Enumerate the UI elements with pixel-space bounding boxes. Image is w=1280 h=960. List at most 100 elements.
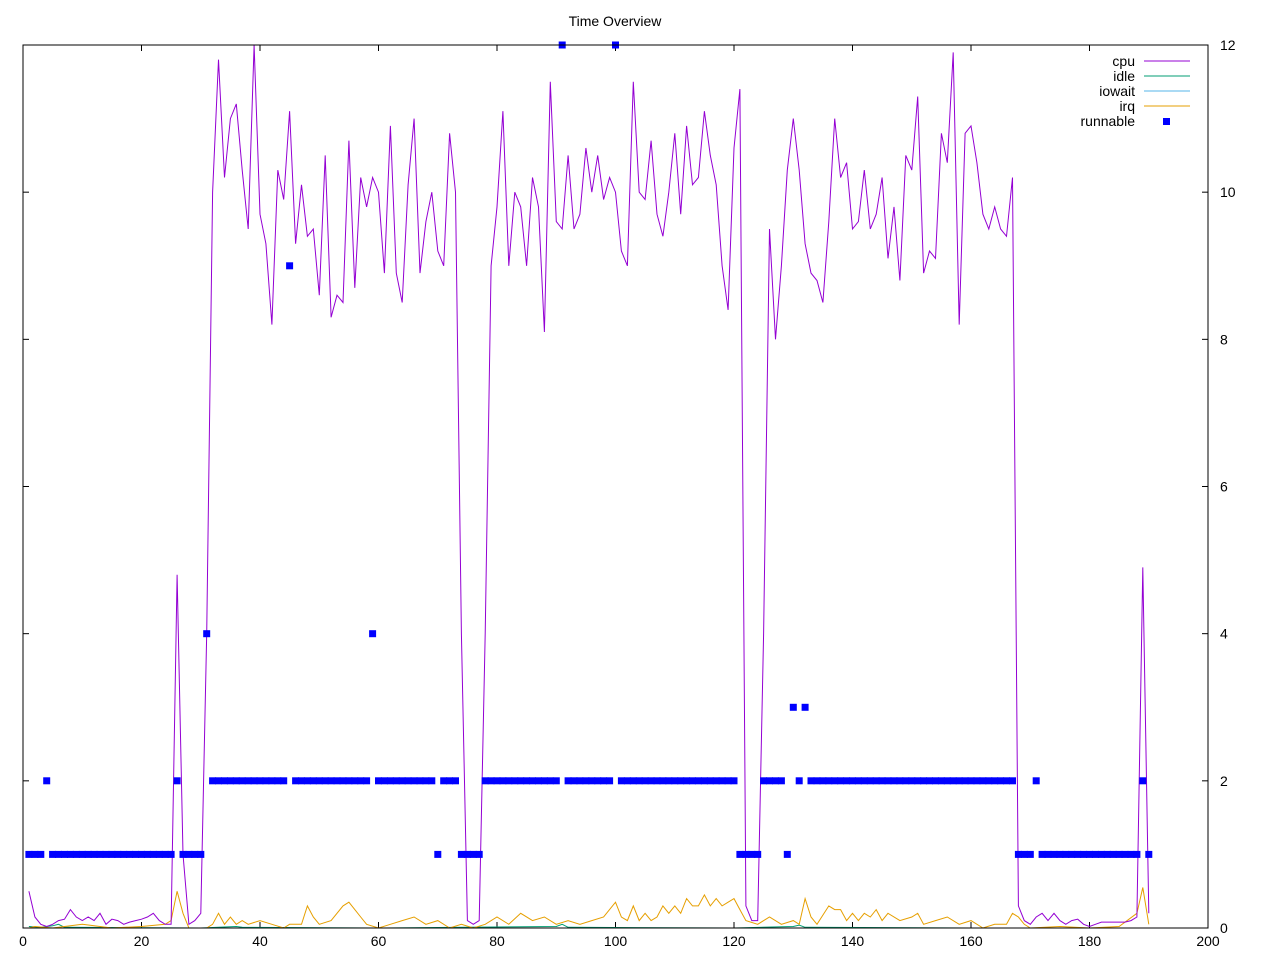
x-tick-label: 120 — [722, 933, 746, 949]
legend-label-iowait: iowait — [1099, 83, 1135, 99]
x-tick-label: 100 — [604, 933, 628, 949]
runnable-point — [1044, 850, 1052, 858]
runnable-point — [683, 777, 691, 785]
runnable-point — [292, 777, 300, 785]
runnable-point — [724, 777, 732, 785]
runnable-point — [777, 777, 785, 785]
runnable-point — [298, 777, 305, 785]
runnable-point — [694, 777, 702, 785]
runnable-point — [902, 777, 910, 785]
runnable-point — [629, 777, 637, 785]
runnable-point — [932, 777, 939, 785]
runnable-point — [333, 777, 341, 785]
runnable-point — [689, 777, 696, 785]
runnable-point — [250, 777, 258, 785]
runnable-point — [1121, 850, 1129, 858]
runnable-point — [742, 850, 750, 858]
y-tick-label: 4 — [1220, 626, 1228, 642]
runnable-point — [991, 777, 999, 785]
runnable-point — [617, 777, 625, 785]
runnable-point — [49, 850, 57, 858]
runnable-point — [238, 777, 246, 785]
runnable-point — [126, 850, 134, 858]
runnable-point — [623, 777, 631, 785]
x-tick-label: 0 — [19, 933, 27, 949]
runnable-point — [831, 777, 839, 785]
legend-label-idle: idle — [1113, 68, 1135, 84]
runnable-point — [114, 850, 122, 858]
runnable-point — [1080, 850, 1088, 858]
runnable-point — [1003, 777, 1010, 785]
runnable-point — [286, 262, 294, 270]
runnable-point — [860, 777, 868, 785]
runnable-point — [197, 850, 205, 858]
runnable-point — [226, 777, 234, 785]
runnable-point — [37, 850, 45, 858]
runnable-point — [428, 777, 436, 785]
runnable-point — [339, 777, 347, 785]
runnable-point — [582, 777, 590, 785]
runnable-point — [132, 850, 140, 858]
runnable-point — [1032, 777, 1040, 785]
runnable-point — [1068, 850, 1076, 858]
series-line-cpu — [28, 44, 1150, 928]
runnable-point — [1086, 850, 1093, 858]
runnable-point — [552, 777, 560, 785]
runnable-point — [392, 777, 400, 785]
runnable-point — [262, 777, 270, 785]
runnable-point — [523, 777, 531, 785]
runnable-point — [843, 777, 851, 785]
runnable-point — [1133, 850, 1141, 858]
runnable-point — [66, 850, 74, 858]
runnable-point — [1020, 850, 1028, 858]
runnable-point — [967, 777, 975, 785]
runnable-point — [321, 777, 329, 785]
y-axis: 0 2 4 6 8 10 12 — [23, 37, 1236, 936]
runnable-point — [854, 777, 862, 785]
runnable-point — [748, 850, 756, 858]
y-tick-label: 2 — [1220, 773, 1228, 789]
runnable-point — [410, 777, 418, 785]
runnable-point — [481, 777, 489, 785]
runnable-point — [641, 777, 649, 785]
runnable-point — [606, 777, 614, 785]
x-tick-label: 180 — [1078, 933, 1102, 949]
runnable-point — [1056, 850, 1064, 858]
runnable-point — [772, 777, 779, 785]
runnable-point — [469, 850, 477, 858]
runnable-point — [179, 850, 187, 858]
runnable-point — [979, 777, 987, 785]
runnable-point — [529, 777, 536, 785]
runnable-point — [386, 777, 394, 785]
y-tick-label: 8 — [1220, 331, 1228, 347]
runnable-point — [363, 777, 371, 785]
runnable-point — [789, 703, 797, 711]
runnable-point — [540, 777, 548, 785]
runnable-point — [463, 850, 471, 858]
series-points-runnable — [25, 41, 1153, 858]
runnable-point — [570, 777, 578, 785]
series-line-irq — [28, 887, 1150, 929]
runnable-point — [730, 777, 738, 785]
runnable-point — [1097, 850, 1105, 858]
runnable-point — [795, 777, 803, 785]
runnable-point — [78, 850, 86, 858]
x-tick-label: 40 — [252, 933, 268, 949]
runnable-point — [801, 703, 809, 711]
runnable-point — [872, 777, 880, 785]
runnable-point — [457, 850, 465, 858]
runnable-point — [120, 850, 128, 858]
runnable-point — [303, 777, 311, 785]
runnable-point — [943, 777, 951, 785]
runnable-point — [84, 850, 92, 858]
runnable-point — [244, 777, 252, 785]
runnable-point — [706, 777, 714, 785]
plot-border — [22, 44, 1209, 929]
runnable-point — [96, 850, 104, 858]
runnable-point — [1062, 850, 1070, 858]
runnable-point — [55, 850, 62, 858]
legend-swatch-runnable — [1163, 118, 1170, 125]
runnable-point — [446, 777, 454, 785]
